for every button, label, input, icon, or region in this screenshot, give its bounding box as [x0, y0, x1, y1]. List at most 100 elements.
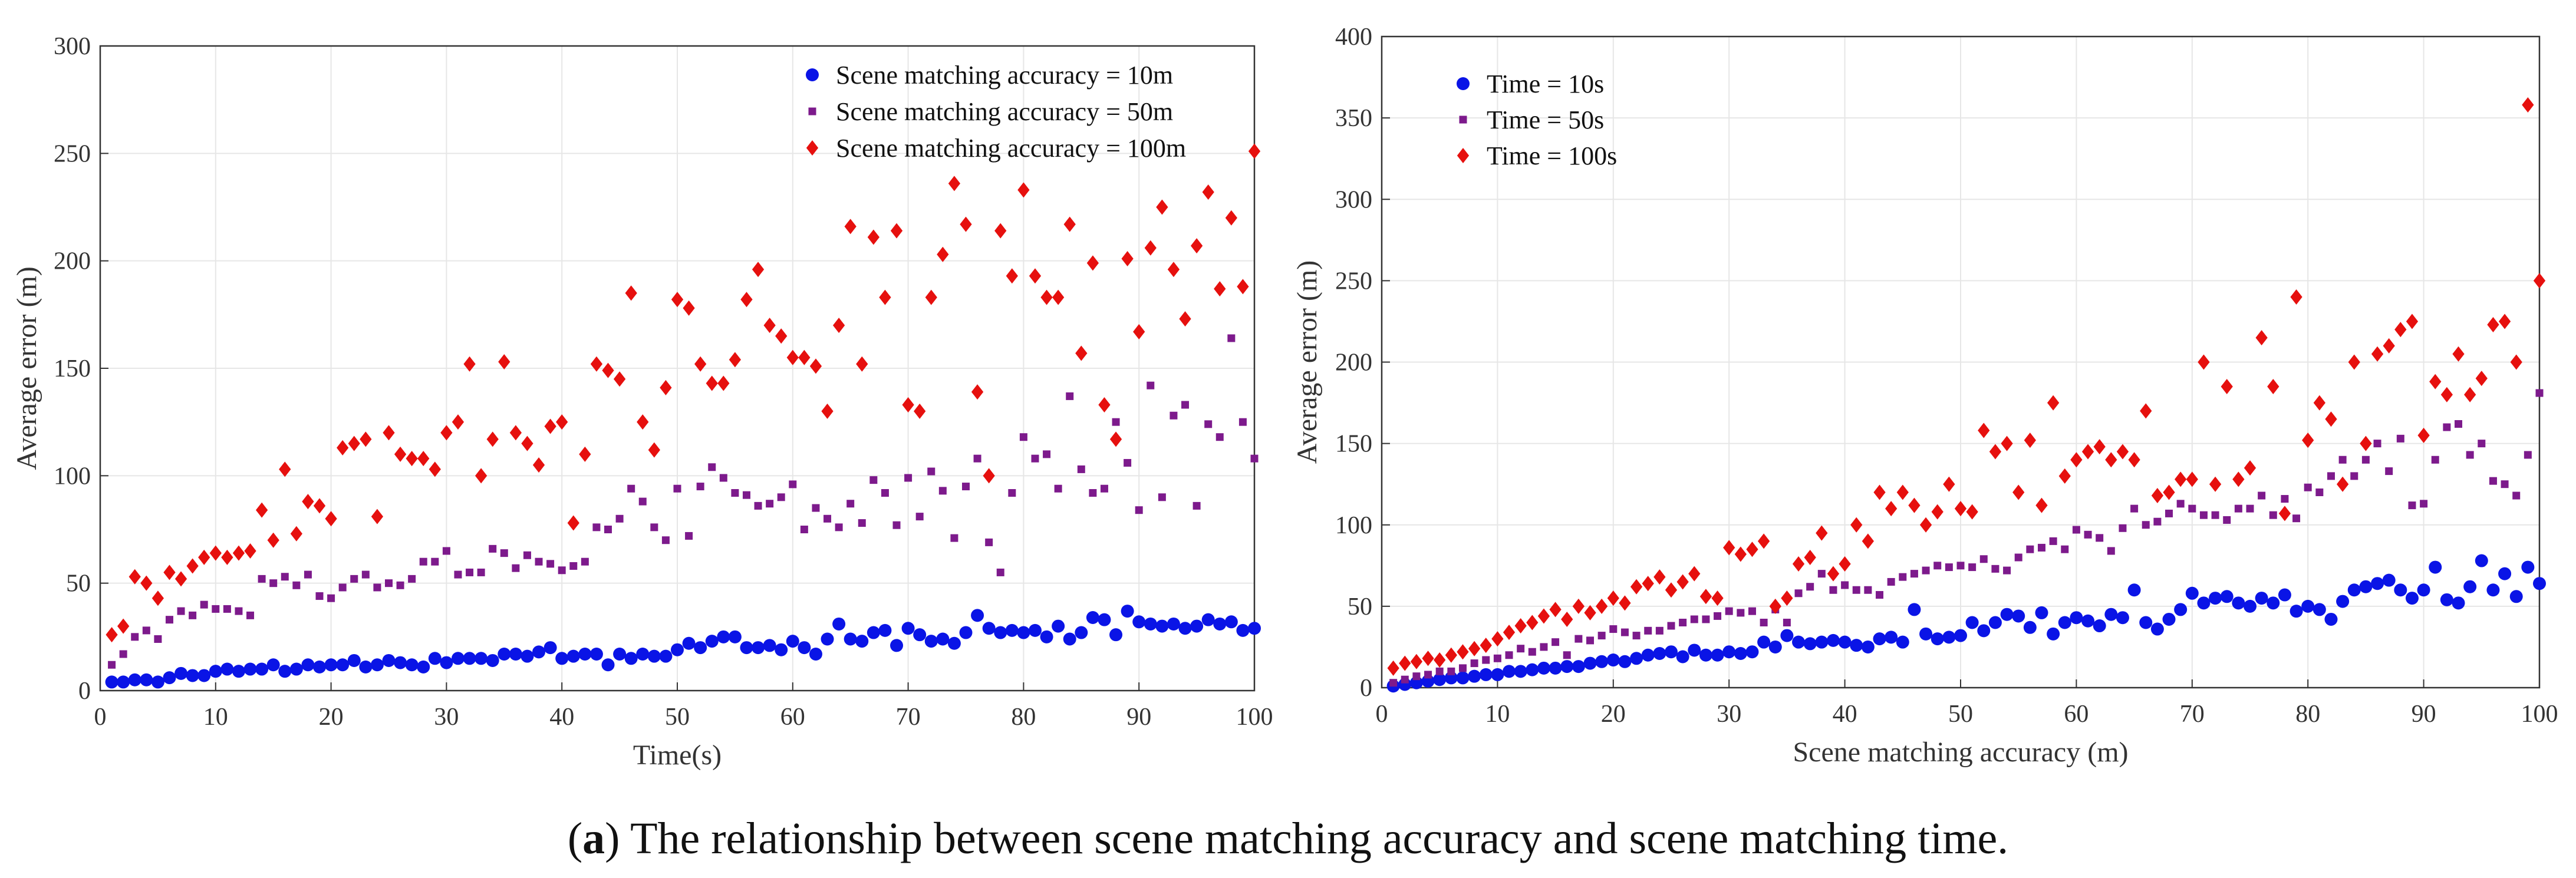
- data-point: [1121, 251, 1134, 267]
- data-point: [2396, 434, 2404, 443]
- data-point: [2232, 471, 2245, 487]
- data-point: [382, 653, 396, 667]
- data-point: [509, 425, 522, 441]
- data-point: [613, 371, 626, 387]
- data-point: [292, 581, 301, 589]
- data-point: [763, 639, 776, 652]
- data-point: [546, 560, 555, 568]
- data-point: [1098, 613, 1111, 626]
- data-point: [2313, 603, 2326, 616]
- data-point: [1422, 651, 1434, 666]
- data-point: [1238, 418, 1247, 426]
- data-point: [2522, 97, 2534, 113]
- data-point: [2001, 435, 2013, 451]
- data-point: [1179, 311, 1191, 327]
- data-point: [544, 418, 556, 434]
- data-point: [1655, 626, 1663, 635]
- data-point: [661, 536, 670, 544]
- data-point: [2139, 616, 2153, 629]
- data-point: [186, 558, 199, 574]
- data-point: [558, 566, 566, 575]
- data-point: [1816, 525, 1828, 541]
- data-point: [2150, 622, 2164, 636]
- x-tick-label: 70: [2180, 701, 2205, 728]
- data-point: [2452, 346, 2465, 362]
- data-point: [220, 662, 234, 676]
- data-point: [924, 635, 938, 648]
- data-point: [1850, 517, 1863, 533]
- y-tick-label: 250: [1335, 268, 1372, 295]
- data-point: [2324, 612, 2338, 626]
- data-point: [913, 628, 927, 642]
- data-point: [858, 519, 866, 527]
- data-point: [719, 474, 727, 482]
- data-point: [2127, 583, 2141, 597]
- data-point: [2338, 455, 2347, 464]
- data-point: [1458, 664, 1467, 672]
- data-point: [1526, 615, 1539, 631]
- data-point: [1919, 517, 1932, 533]
- data-point: [1236, 623, 1250, 637]
- data-point: [694, 641, 707, 655]
- data-point: [878, 623, 892, 637]
- data-point: [1711, 648, 1724, 662]
- data-point: [1006, 268, 1018, 284]
- data-point: [2350, 472, 2358, 480]
- data-point: [2246, 504, 2254, 513]
- data-point: [2292, 514, 2301, 523]
- data-point: [266, 658, 280, 672]
- data-point: [1966, 504, 1978, 520]
- data-point: [2061, 545, 2069, 553]
- caption-label: a: [582, 814, 605, 863]
- data-point: [2185, 586, 2199, 600]
- data-point: [2431, 455, 2439, 464]
- data-point: [1931, 632, 1944, 646]
- data-point: [2047, 627, 2060, 641]
- data-point: [950, 534, 958, 542]
- data-point: [914, 403, 926, 419]
- data-point: [947, 636, 961, 650]
- data-point: [775, 643, 788, 656]
- data-point: [1201, 613, 1215, 626]
- data-point: [1457, 644, 1469, 660]
- data-point: [1630, 579, 1643, 595]
- data-point: [2049, 537, 2057, 545]
- data-point: [2165, 509, 2173, 517]
- data-point: [1908, 603, 1921, 616]
- data-point: [962, 483, 970, 491]
- data-point: [602, 362, 614, 378]
- data-point: [1618, 655, 1632, 668]
- data-point: [1956, 562, 1965, 570]
- data-point: [685, 532, 693, 540]
- data-point: [428, 652, 442, 665]
- data-point: [1537, 608, 1550, 624]
- x-axis-label: Scene matching accuracy (m): [1793, 737, 2128, 768]
- data-point: [1769, 598, 1781, 614]
- data-point: [821, 403, 834, 419]
- data-point: [1619, 595, 1631, 611]
- data-point: [2116, 611, 2129, 625]
- x-tick-label: 80: [1011, 704, 1036, 731]
- data-point: [1688, 643, 1701, 657]
- data-point: [1794, 589, 1803, 598]
- data-point: [2406, 313, 2419, 329]
- data-point: [1066, 392, 1074, 400]
- data-point: [729, 352, 742, 368]
- data-point: [1514, 665, 1527, 678]
- data-point: [2037, 543, 2045, 552]
- data-point: [1665, 582, 1678, 598]
- data-point: [1540, 643, 1548, 651]
- data-point: [1190, 238, 1203, 254]
- data-point: [1653, 646, 1666, 660]
- data-point: [627, 484, 635, 493]
- data-point: [243, 662, 257, 676]
- data-point: [1435, 667, 1444, 675]
- data-point: [212, 605, 220, 613]
- data-point: [1609, 625, 1618, 633]
- data-point: [1839, 556, 1851, 572]
- data-point: [244, 543, 256, 559]
- data-point: [2281, 495, 2289, 503]
- data-point: [696, 483, 704, 491]
- data-point: [255, 502, 268, 518]
